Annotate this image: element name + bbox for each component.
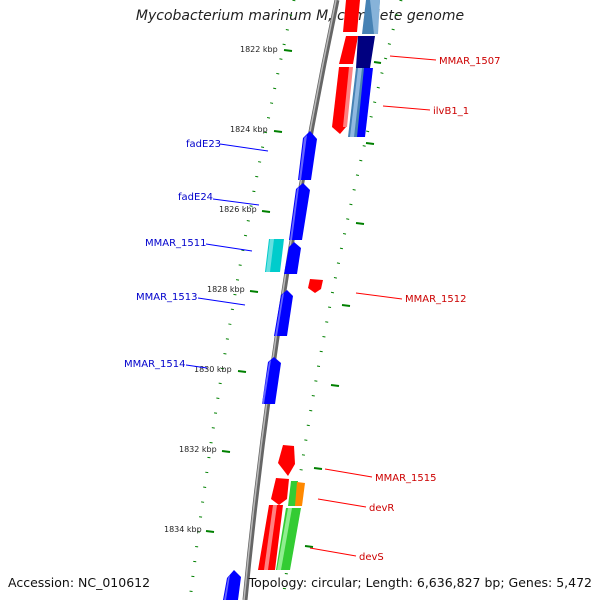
- tick-label: 1826 kbp: [219, 205, 257, 214]
- gene-label: MMAR_1511: [145, 238, 207, 249]
- tick-label: 1822 kbp: [240, 45, 278, 54]
- gene-ilvb1-1: [332, 67, 352, 134]
- right-gene-labels: MMAR_1507 ilvB1_1 MMAR_1512 MMAR_1515 de…: [359, 56, 501, 563]
- tick-1834: [205, 530, 215, 533]
- tick-1832: [221, 450, 231, 453]
- tick-1830: [237, 370, 247, 373]
- tick-1824: [273, 130, 283, 133]
- map-title: Mycobacterium marinum M, complete genome: [135, 8, 465, 24]
- forward-strand-genes: [223, 131, 317, 600]
- gene-label: devS: [359, 552, 384, 563]
- outer-major-ticks: [304, 61, 382, 548]
- tick-label: 1828 kbp: [207, 285, 245, 294]
- gene-mmar-1515: [278, 445, 295, 476]
- gene-mmar-1507: [356, 36, 375, 68]
- tick-label: 1824 kbp: [230, 125, 268, 134]
- tick-labels: 1822 kbp 1824 kbp 1826 kbp 1828 kbp 1830…: [164, 45, 278, 534]
- gene-mmar-1514: [262, 357, 281, 404]
- gene-label: MMAR_1515: [375, 473, 437, 484]
- gene-fade24: [289, 183, 310, 240]
- tick-1826: [261, 210, 271, 213]
- left-gene-labels: fadE23 fadE24 MMAR_1511 MMAR_1513 MMAR_1…: [124, 139, 221, 370]
- gene-label: MMAR_1514: [124, 359, 186, 370]
- gene-bottom-forward: [223, 570, 241, 600]
- gene-devr: [271, 478, 289, 505]
- topology-text: Topology: circular; Length: 6,636,827 bp…: [248, 575, 592, 590]
- left-leader-lines: [185, 143, 269, 369]
- tick-label: 1830 kbp: [194, 365, 232, 374]
- gene-label: fadE23: [186, 139, 221, 150]
- accession-text: Accession: NC_010612: [8, 575, 151, 590]
- gene-label: fadE24: [178, 192, 213, 203]
- tick-label: 1834 kbp: [164, 525, 202, 534]
- gene-mmar-1512: [308, 279, 323, 293]
- tick-label: 1832 kbp: [179, 445, 217, 454]
- right-leader-lines: [309, 55, 437, 557]
- tick-1828: [249, 290, 259, 293]
- gene-label: devR: [369, 503, 394, 514]
- gene-label: ilvB1_1: [433, 106, 469, 117]
- gene-label: MMAR_1507: [439, 56, 501, 67]
- gene-mmar-1506: [343, 0, 360, 32]
- inner-major-ticks: [205, 49, 293, 533]
- reverse-strand-genes: [258, 0, 380, 570]
- gene-label: MMAR_1512: [405, 294, 467, 305]
- gene-label: MMAR_1513: [136, 292, 198, 303]
- tick-1822: [283, 49, 293, 52]
- gene-fade23: [298, 131, 317, 180]
